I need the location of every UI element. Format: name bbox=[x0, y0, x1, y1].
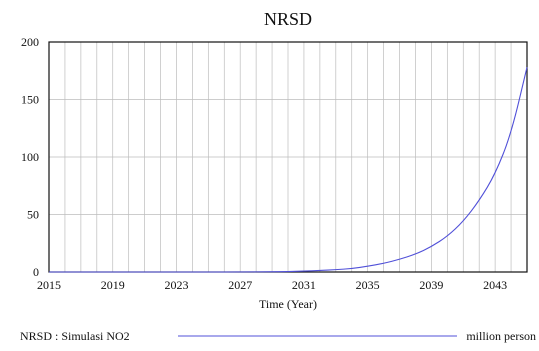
legend-series-label: NRSD : Simulasi NO2 bbox=[20, 329, 130, 343]
y-tick-label: 200 bbox=[21, 35, 39, 49]
data-point bbox=[462, 221, 464, 223]
x-tick-label: 2043 bbox=[483, 278, 507, 292]
data-point bbox=[351, 268, 353, 270]
x-tick-label: 2035 bbox=[356, 278, 380, 292]
x-tick-label: 2019 bbox=[101, 278, 125, 292]
x-tick-label: 2027 bbox=[228, 278, 252, 292]
x-tick-label: 2015 bbox=[37, 278, 61, 292]
x-tick-label: 2039 bbox=[419, 278, 443, 292]
data-point bbox=[399, 259, 401, 261]
data-point bbox=[271, 271, 273, 273]
x-tick-label: 2031 bbox=[292, 278, 316, 292]
data-point bbox=[415, 253, 417, 255]
data-point bbox=[112, 271, 114, 273]
data-point bbox=[335, 269, 337, 271]
y-tick-label: 150 bbox=[21, 93, 39, 107]
y-tick-label: 50 bbox=[27, 208, 39, 222]
x-axis-ticks: 2015 2019 2023 2027 2031 2035 2039 2043 bbox=[37, 278, 507, 292]
data-point bbox=[319, 270, 321, 272]
data-point bbox=[144, 271, 146, 273]
legend-unit-label: million person bbox=[466, 329, 536, 343]
data-point bbox=[287, 271, 289, 273]
data-point bbox=[239, 271, 241, 273]
chart-title: NRSD bbox=[264, 9, 312, 29]
data-point bbox=[447, 236, 449, 238]
data-point bbox=[526, 67, 528, 69]
data-point bbox=[494, 173, 496, 175]
x-tick-label: 2023 bbox=[164, 278, 188, 292]
data-point bbox=[80, 271, 82, 273]
data-point bbox=[383, 263, 385, 265]
data-point bbox=[478, 200, 480, 202]
x-axis-label: Time (Year) bbox=[259, 297, 317, 311]
series-line-nrsd bbox=[49, 67, 528, 273]
y-axis-ticks: 0 50 100 150 200 bbox=[21, 35, 39, 279]
y-tick-label: 100 bbox=[21, 150, 39, 164]
y-tick-label: 0 bbox=[33, 265, 39, 279]
data-point bbox=[510, 133, 512, 135]
data-point bbox=[176, 271, 178, 273]
data-point bbox=[303, 270, 305, 272]
data-point bbox=[48, 271, 50, 273]
data-point bbox=[208, 271, 210, 273]
grid-lines bbox=[49, 42, 527, 272]
data-point bbox=[431, 246, 433, 248]
data-point bbox=[367, 265, 369, 267]
